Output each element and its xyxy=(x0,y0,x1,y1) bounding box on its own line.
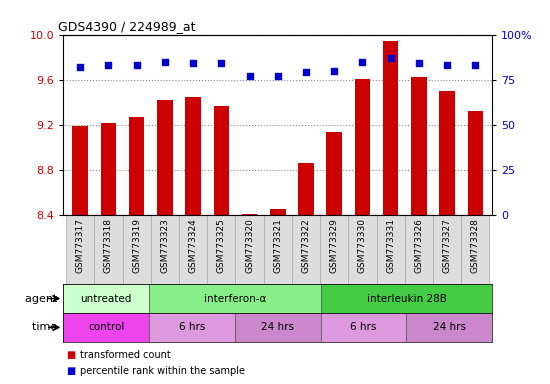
Text: time: time xyxy=(32,322,60,333)
Bar xyxy=(101,122,116,215)
Point xyxy=(161,59,169,65)
Point xyxy=(443,62,452,68)
Text: GDS4390 / 224989_at: GDS4390 / 224989_at xyxy=(58,20,195,33)
Text: percentile rank within the sample: percentile rank within the sample xyxy=(80,366,245,376)
Text: GSM773317: GSM773317 xyxy=(76,218,85,273)
Point xyxy=(104,62,113,68)
Text: GSM773318: GSM773318 xyxy=(104,218,113,273)
Bar xyxy=(298,163,314,215)
Text: GSM773325: GSM773325 xyxy=(217,218,226,273)
Bar xyxy=(383,41,398,215)
Bar xyxy=(468,111,483,215)
Bar xyxy=(292,215,320,284)
Point xyxy=(76,64,85,70)
Bar xyxy=(411,78,427,215)
Text: agent: agent xyxy=(25,293,60,304)
Bar xyxy=(157,100,173,215)
Text: GSM773331: GSM773331 xyxy=(386,218,395,273)
Bar xyxy=(151,215,179,284)
Bar xyxy=(73,126,88,215)
Point xyxy=(471,62,480,68)
Text: 6 hrs: 6 hrs xyxy=(350,322,377,333)
Bar xyxy=(433,215,461,284)
Point xyxy=(189,60,197,66)
Bar xyxy=(377,215,405,284)
Text: GSM773330: GSM773330 xyxy=(358,218,367,273)
Point xyxy=(330,68,339,74)
Point xyxy=(415,60,424,66)
Bar xyxy=(348,215,377,284)
Bar xyxy=(63,284,149,313)
Text: GSM773328: GSM773328 xyxy=(471,218,480,273)
Point xyxy=(386,55,395,61)
Bar xyxy=(461,215,490,284)
Text: interleukin 28B: interleukin 28B xyxy=(366,293,447,304)
Text: GSM773327: GSM773327 xyxy=(443,218,452,273)
Text: GSM773324: GSM773324 xyxy=(189,218,197,273)
Text: 24 hrs: 24 hrs xyxy=(433,322,466,333)
Text: transformed count: transformed count xyxy=(80,350,170,360)
Bar xyxy=(355,79,370,215)
Text: interferon-α: interferon-α xyxy=(204,293,266,304)
Bar xyxy=(129,117,145,215)
Bar xyxy=(94,215,123,284)
Bar xyxy=(123,215,151,284)
Text: 24 hrs: 24 hrs xyxy=(261,322,294,333)
Text: GSM773321: GSM773321 xyxy=(273,218,282,273)
Point xyxy=(358,59,367,65)
Text: GSM773323: GSM773323 xyxy=(161,218,169,273)
Bar xyxy=(179,215,207,284)
Text: GSM773320: GSM773320 xyxy=(245,218,254,273)
Bar xyxy=(235,215,263,284)
Point xyxy=(217,60,226,66)
Bar xyxy=(149,313,235,342)
Text: control: control xyxy=(88,322,124,333)
Bar xyxy=(270,209,285,215)
Point xyxy=(273,73,282,79)
Bar xyxy=(207,215,235,284)
Bar xyxy=(263,215,292,284)
Bar xyxy=(439,91,455,215)
Point xyxy=(301,70,310,76)
Bar xyxy=(320,215,348,284)
Bar xyxy=(63,313,149,342)
Text: GSM773319: GSM773319 xyxy=(132,218,141,273)
Bar xyxy=(406,313,492,342)
Bar xyxy=(149,284,321,313)
Text: GSM773329: GSM773329 xyxy=(329,218,339,273)
Point xyxy=(132,62,141,68)
Point xyxy=(245,73,254,79)
Text: ■: ■ xyxy=(66,366,75,376)
Text: GSM773322: GSM773322 xyxy=(301,218,310,273)
Bar xyxy=(321,284,492,313)
Text: GSM773326: GSM773326 xyxy=(414,218,424,273)
Bar xyxy=(327,132,342,215)
Bar xyxy=(242,214,257,215)
Bar xyxy=(185,97,201,215)
Bar xyxy=(321,313,406,342)
Text: untreated: untreated xyxy=(80,293,132,304)
Bar xyxy=(66,215,94,284)
Bar xyxy=(213,106,229,215)
Bar xyxy=(235,313,321,342)
Text: ■: ■ xyxy=(66,350,75,360)
Bar xyxy=(405,215,433,284)
Text: 6 hrs: 6 hrs xyxy=(179,322,205,333)
